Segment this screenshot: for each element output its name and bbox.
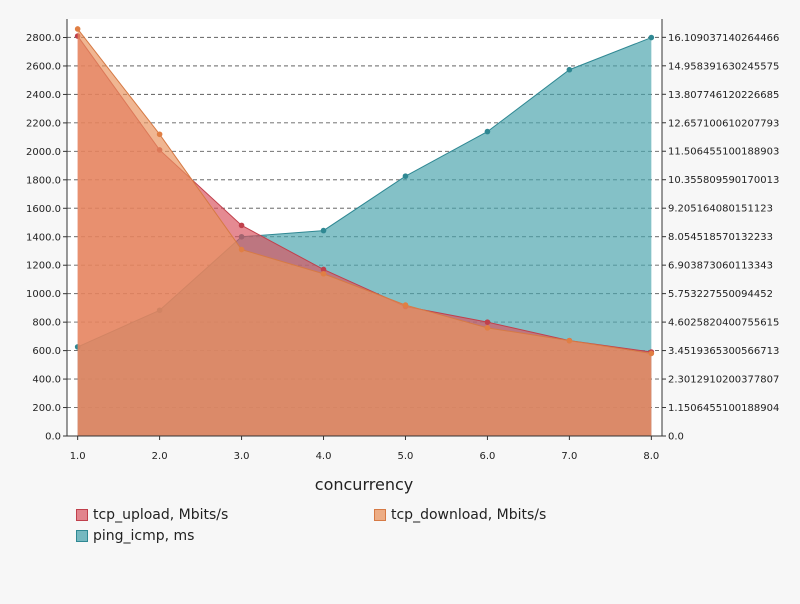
x-tick-label: 1.0 <box>70 451 86 462</box>
axes-layer <box>66 19 663 437</box>
x-tick-label: 5.0 <box>398 451 414 462</box>
y-left-tick-label: 600.0 <box>32 346 61 357</box>
legend-swatch-tcp-download <box>374 509 386 521</box>
y-right-tick-label: 16.109037140264466 <box>668 33 779 44</box>
point-ping-icmp <box>320 227 327 234</box>
legend-item-tcp-download: tcp_download, Mbits/s <box>374 507 546 523</box>
y-right-tick-label: 5.753227550094452 <box>668 289 773 300</box>
legend-item-ping-icmp: ping_icmp, ms <box>76 528 194 544</box>
point-ping-icmp <box>484 128 491 135</box>
y-right-tick-label: 0.0 <box>668 432 684 443</box>
y-left-tick-label: 400.0 <box>32 375 61 386</box>
point-tcp-download <box>156 131 163 138</box>
y-right-tick-label: 14.958391630245575 <box>668 61 779 72</box>
x-tick-label: 2.0 <box>152 451 168 462</box>
series-layer <box>74 26 655 437</box>
point-ping-icmp <box>402 173 409 179</box>
point-tcp-upload <box>320 266 327 273</box>
point-tcp-download <box>320 270 327 277</box>
y-left-tick-label: 2000.0 <box>26 147 61 158</box>
y-right-tick-label: 11.506455100188903 <box>668 147 779 158</box>
y-right-tick-label: 13.807746120226685 <box>668 90 779 101</box>
y-left-tick-label: 2800.0 <box>26 33 61 44</box>
y-right-tick-label: 12.657100610207793 <box>668 118 779 129</box>
y-right-tick-label: 3.4519365300566713 <box>668 346 779 357</box>
point-tcp-download <box>484 325 491 331</box>
y-right-tick-label: 1.1506455100188904 <box>668 403 779 414</box>
x-axis-label: concurrency <box>315 475 413 494</box>
x-tick-label: 7.0 <box>561 451 577 462</box>
point-tcp-download <box>402 302 409 308</box>
point-ping-icmp <box>566 66 573 73</box>
x-tick-label: 6.0 <box>479 451 495 462</box>
point-tcp-download <box>566 337 573 344</box>
y-left-tick-label: 2400.0 <box>26 90 61 101</box>
y-right-tick-label: 4.6025820400755615 <box>668 318 779 329</box>
area-tcp-download <box>77 28 652 436</box>
y-right-tick-label: 6.903873060113343 <box>668 261 773 272</box>
point-tcp-upload <box>484 319 491 325</box>
y-left-tick-label: 1000.0 <box>26 289 61 300</box>
y-right-tick-label: 10.355809590170013 <box>668 175 779 186</box>
legend-label-tcp-download: tcp_download, Mbits/s <box>391 507 547 523</box>
x-tick-label: 4.0 <box>316 451 332 462</box>
point-tcp-upload <box>238 222 245 229</box>
x-tick-label: 8.0 <box>643 451 659 462</box>
line-tcp-download <box>77 28 652 354</box>
legend-label-ping-icmp: ping_icmp, ms <box>93 528 195 544</box>
y-left-tick-label: 200.0 <box>32 403 61 414</box>
legend-item-tcp-upload: tcp_upload, Mbits/s <box>76 507 228 523</box>
x-tick-label: 3.0 <box>234 451 250 462</box>
y-left-tick-label: 1800.0 <box>26 175 61 186</box>
y-left-tick-label: 0.0 <box>45 432 61 443</box>
ticks-layer: 0.0 200.0 400.0 600.0 800.0 1000.0 1200.0 1400.… <box>26 33 779 462</box>
legend-label-tcp-upload: tcp_upload, Mbits/s <box>93 507 229 523</box>
y-right-tick-label: 8.054518570132233 <box>668 232 773 243</box>
y-right-tick-label: 2.3012910200377807 <box>668 375 779 386</box>
y-left-tick-label: 800.0 <box>32 318 61 329</box>
legend-swatch-ping-icmp <box>76 530 88 542</box>
point-tcp-download <box>74 26 81 32</box>
y-left-tick-label: 1400.0 <box>26 232 61 243</box>
point-tcp-download <box>238 246 245 253</box>
y-left-tick-label: 2200.0 <box>26 118 61 129</box>
y-left-tick-label: 2600.0 <box>26 61 61 72</box>
point-tcp-download <box>648 350 655 357</box>
y-left-tick-label: 1600.0 <box>26 204 61 215</box>
y-right-tick-label: 9.205164080151123 <box>668 204 773 215</box>
y-left-tick-label: 1200.0 <box>26 261 61 272</box>
point-ping-icmp <box>648 34 655 41</box>
legend-swatch-tcp-upload <box>76 509 88 521</box>
